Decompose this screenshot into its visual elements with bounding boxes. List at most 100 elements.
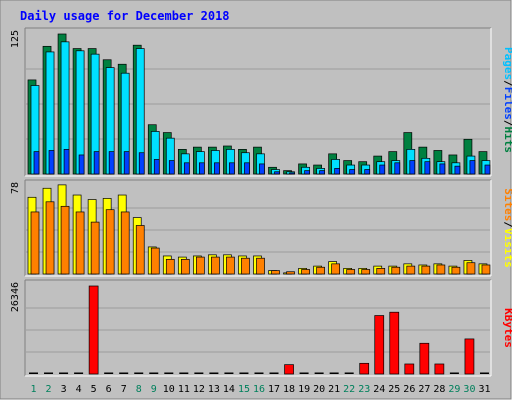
x-tick-label: 28 [433, 384, 445, 395]
sites-bar [256, 257, 265, 275]
x-tick-label: 25 [388, 384, 400, 395]
sites-bar [436, 264, 446, 275]
sites-bar [421, 265, 431, 275]
pages-bar [364, 169, 371, 175]
pages-bar [183, 162, 190, 175]
kbytes-bar [329, 372, 339, 374]
x-tick-label: 9 [151, 384, 157, 395]
kbytes-bar [149, 372, 159, 374]
pages-bar [484, 164, 491, 175]
kbytes-bar [74, 372, 84, 374]
pages-bar [289, 172, 295, 175]
kbytes-bar [194, 372, 204, 374]
pages-bar [304, 170, 310, 175]
panel-3-ymax-label: 26346 [10, 282, 21, 312]
pages-bar [108, 151, 115, 175]
kbytes-bar [434, 363, 445, 375]
kbytes-bar [179, 372, 189, 374]
panel-1-legend: Pages/Files/Hits [502, 47, 512, 153]
panel-1-ymax-label: 125 [10, 30, 21, 48]
pages-bar [439, 163, 446, 175]
kbytes-bar [284, 364, 294, 375]
sites-bar [105, 209, 115, 275]
x-tick-label: 12 [193, 384, 205, 395]
pages-bar [78, 154, 85, 175]
sites-bar [150, 247, 160, 275]
sites-bar [30, 211, 40, 275]
pages-bar [469, 160, 476, 175]
pages-bar [214, 162, 220, 175]
kbytes-bar [29, 372, 38, 374]
x-tick-label: 24 [373, 384, 385, 395]
pages-bar [454, 165, 461, 175]
pages-bar [334, 168, 340, 175]
sites-bar [75, 211, 85, 275]
legend-entry: Files [502, 87, 512, 120]
x-tick-label: 27 [418, 384, 430, 395]
x-tick-label: 11 [178, 384, 190, 395]
x-tick-label: 19 [298, 384, 310, 395]
kbytes-bar [239, 372, 249, 374]
sites-bar [271, 270, 280, 275]
kbytes-bar [88, 285, 99, 375]
sites-bar [376, 268, 386, 275]
sites-bar [481, 264, 491, 275]
legend-entry: / [502, 120, 512, 127]
legend-entry: / [502, 221, 512, 228]
x-tick-label: 4 [76, 384, 82, 395]
sites-bar [286, 271, 295, 275]
sites-bar [120, 211, 130, 275]
kbytes-bar [344, 372, 354, 374]
x-tick-label: 5 [91, 384, 97, 395]
sites-bar [391, 266, 401, 275]
kbytes-bar [44, 372, 54, 374]
pages-bar [93, 151, 100, 175]
x-tick-label: 3 [61, 384, 67, 395]
kbytes-bar [389, 311, 400, 375]
x-tick-label: 6 [106, 384, 112, 395]
sites-bar [211, 256, 220, 275]
pages-bar [349, 169, 356, 175]
sites-bar [316, 266, 325, 275]
pages-bar [168, 160, 175, 175]
pages-bar [63, 149, 70, 175]
sites-bar [466, 262, 476, 275]
x-tick-label: 8 [136, 384, 142, 395]
x-tick-label: 26 [403, 384, 415, 395]
sites-bar [196, 256, 205, 275]
pages-bar [394, 162, 401, 175]
pages-bar [409, 160, 416, 175]
kbytes-bar [134, 372, 144, 374]
x-tick-label: 17 [268, 384, 280, 395]
legend-entry: Hits [502, 127, 512, 154]
legend-entry: Visits [502, 228, 512, 268]
kbytes-bar [299, 372, 309, 374]
kbytes-bar [404, 363, 415, 375]
legend-entry: / [502, 80, 512, 87]
kbytes-bar [374, 315, 385, 375]
x-tick-label: 13 [208, 384, 220, 395]
sites-bar [226, 256, 235, 275]
kbytes-bar [209, 372, 219, 374]
pages-bar [319, 170, 325, 175]
sites-bar [361, 269, 371, 275]
panel-2-ymax-label: 78 [10, 182, 21, 194]
legend-entry: Sites [502, 188, 512, 221]
kbytes-bar [164, 372, 174, 374]
kbytes-bar [464, 338, 475, 375]
chart-title: Daily usage for December 2018 [20, 9, 230, 23]
pages-bar [379, 164, 386, 175]
kbytes-bar [479, 372, 489, 374]
pages-bar [123, 151, 130, 175]
sites-bar [301, 269, 310, 275]
sites-bar [165, 258, 175, 275]
kbytes-bar [119, 372, 129, 374]
sites-bar [135, 225, 145, 275]
x-tick-label: 21 [328, 384, 340, 395]
pages-bar [48, 150, 55, 175]
kbytes-bar [254, 372, 264, 374]
legend-entry: Pages [502, 47, 512, 80]
x-tick-label: 22 [343, 384, 355, 395]
